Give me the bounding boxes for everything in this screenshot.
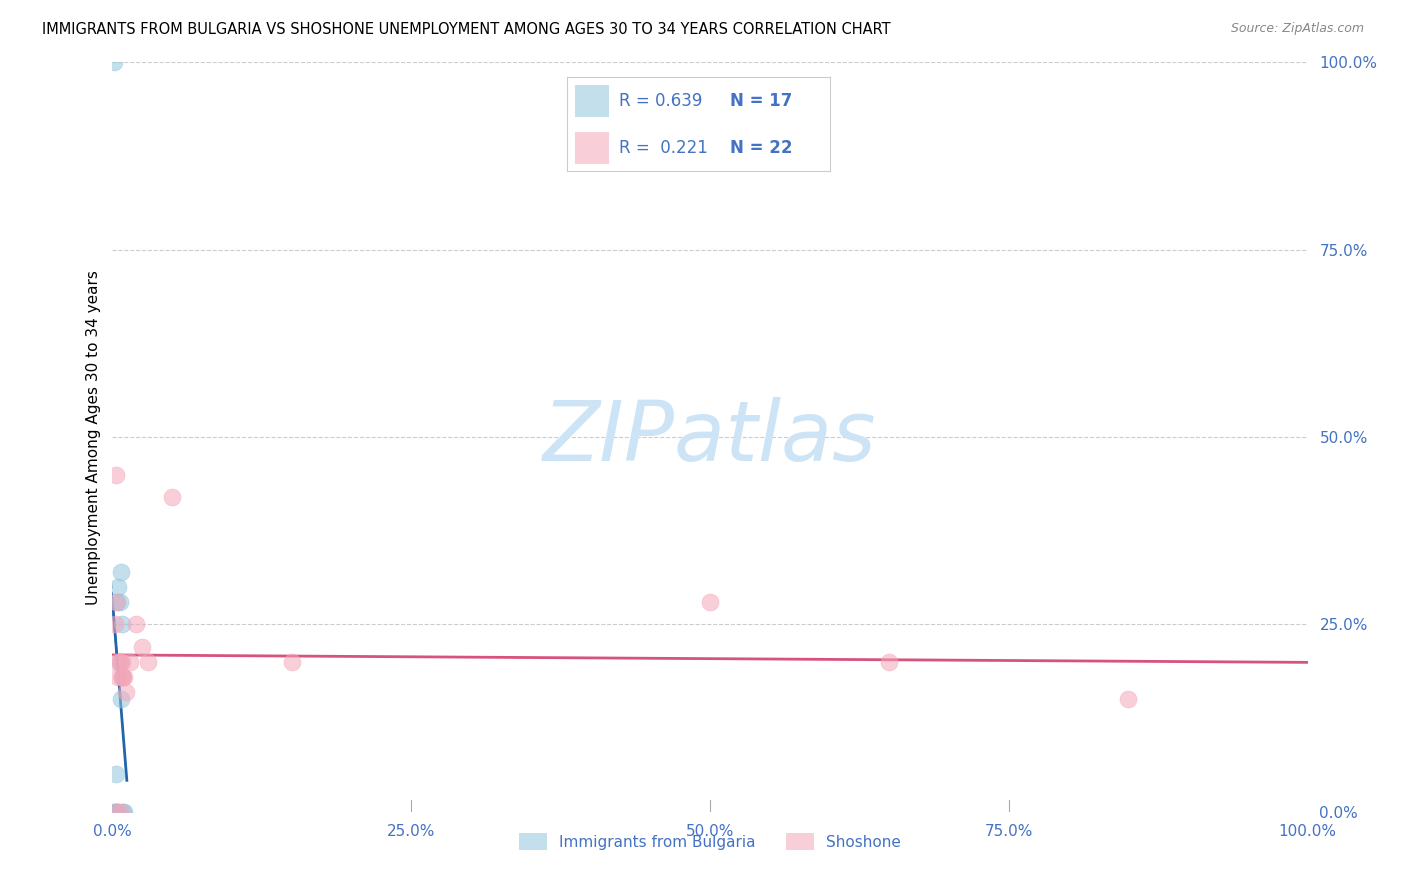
- Y-axis label: Unemployment Among Ages 30 to 34 years: Unemployment Among Ages 30 to 34 years: [86, 269, 101, 605]
- Point: [111, 655, 134, 669]
- Legend: Immigrants from Bulgaria, Shoshone: Immigrants from Bulgaria, Shoshone: [513, 827, 907, 856]
- Point: [111, 617, 134, 632]
- Point: [107, 670, 129, 684]
- Point: [112, 805, 135, 819]
- Point: [105, 467, 128, 482]
- Point: [108, 595, 131, 609]
- Point: [107, 805, 129, 819]
- Point: [110, 565, 132, 579]
- Point: [103, 805, 125, 819]
- Point: [105, 805, 128, 819]
- Point: [138, 655, 160, 669]
- Text: ZIPatlas: ZIPatlas: [543, 397, 877, 477]
- Point: [108, 655, 131, 669]
- Point: [105, 805, 128, 819]
- Point: [103, 55, 125, 70]
- Point: [131, 640, 153, 654]
- Point: [105, 805, 128, 819]
- Point: [114, 670, 135, 684]
- Point: [105, 595, 128, 609]
- Point: [114, 805, 135, 819]
- Point: [879, 655, 901, 669]
- Point: [105, 767, 128, 781]
- Point: [105, 655, 128, 669]
- Point: [120, 655, 142, 669]
- Point: [110, 805, 132, 819]
- Point: [114, 685, 136, 699]
- Point: [110, 692, 132, 706]
- Point: [125, 617, 148, 632]
- Point: [111, 670, 134, 684]
- Point: [162, 490, 183, 504]
- Point: [108, 655, 131, 669]
- Point: [281, 655, 304, 669]
- Point: [107, 580, 129, 594]
- Point: [111, 670, 134, 684]
- Text: Source: ZipAtlas.com: Source: ZipAtlas.com: [1230, 22, 1364, 36]
- Point: [105, 595, 128, 609]
- Point: [104, 617, 127, 632]
- Point: [112, 670, 135, 684]
- Point: [1118, 692, 1140, 706]
- Point: [699, 595, 721, 609]
- Point: [104, 805, 127, 819]
- Text: IMMIGRANTS FROM BULGARIA VS SHOSHONE UNEMPLOYMENT AMONG AGES 30 TO 34 YEARS CORR: IMMIGRANTS FROM BULGARIA VS SHOSHONE UNE…: [42, 22, 891, 37]
